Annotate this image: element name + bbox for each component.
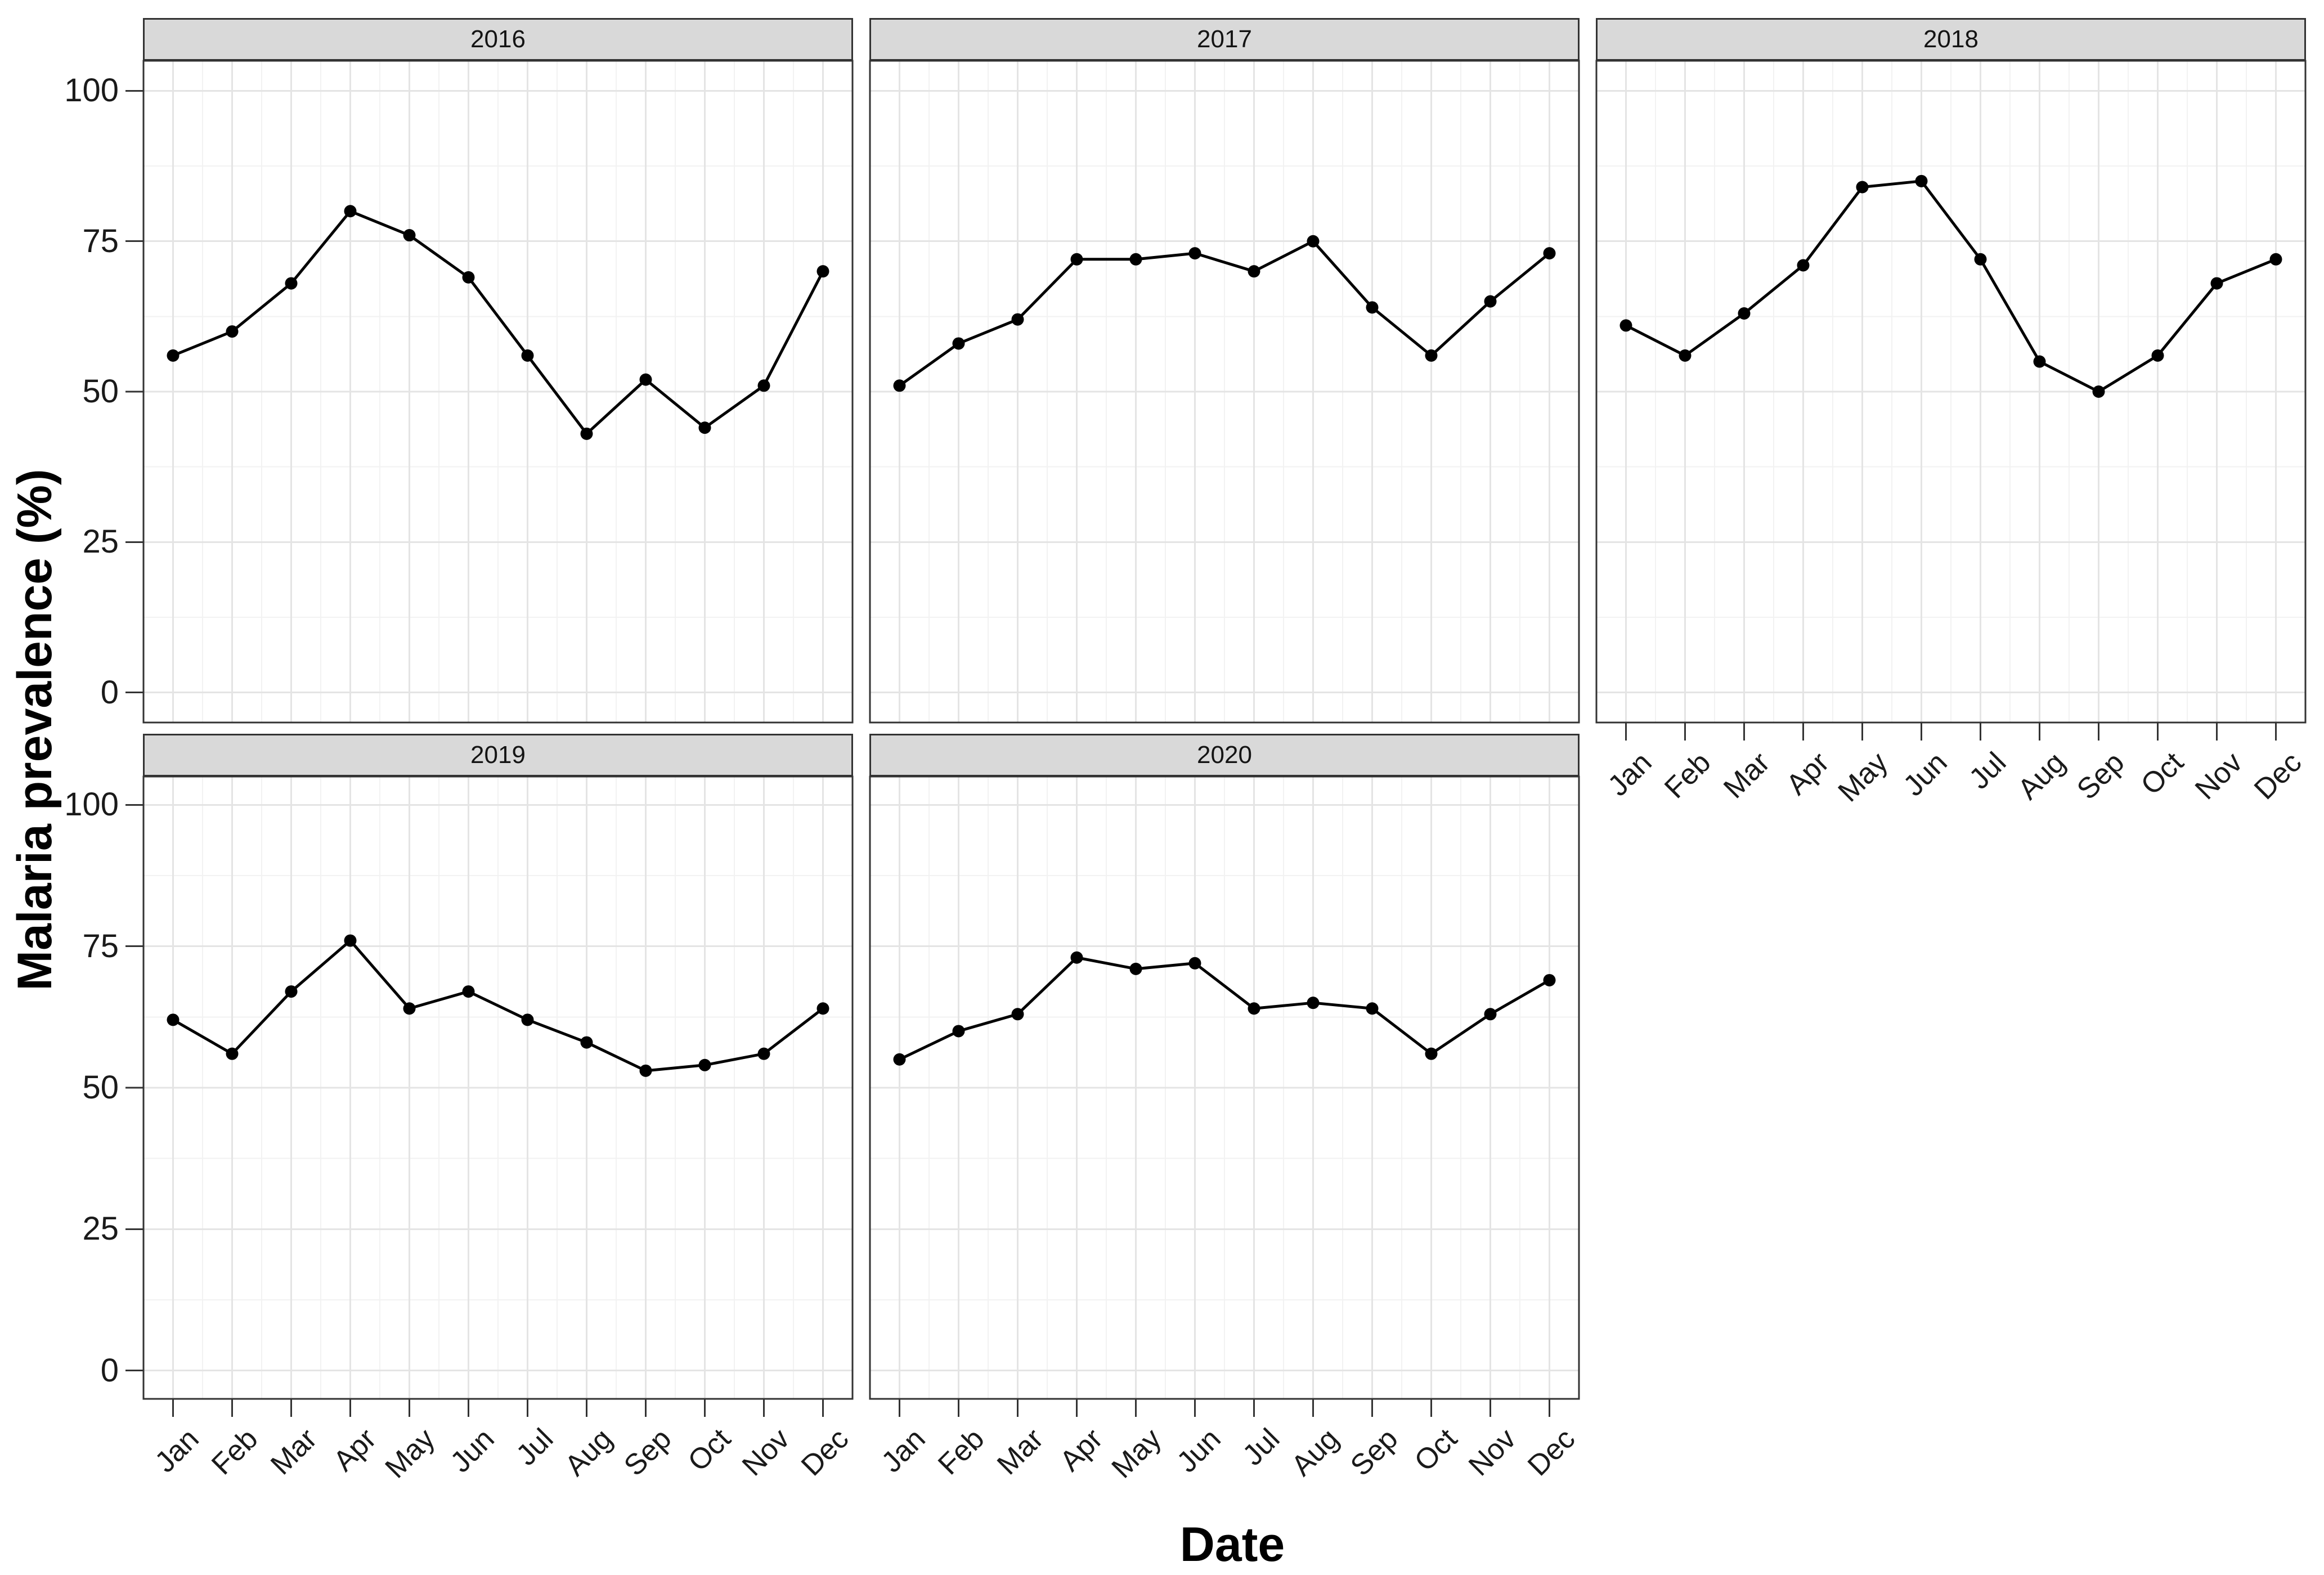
panel-border-2020 xyxy=(869,775,1580,1400)
data-point-2019-May xyxy=(403,1002,416,1015)
data-point-2016-Jul xyxy=(521,349,534,362)
facet-strip-label: 2019 xyxy=(470,741,526,769)
data-point-2020-Sep xyxy=(1366,1002,1379,1015)
y-tick-label: 0 xyxy=(100,1352,119,1389)
data-point-2019-Jan xyxy=(167,1013,180,1026)
data-point-2018-Sep xyxy=(2092,385,2105,398)
y-tick-label: 0 xyxy=(100,674,119,711)
data-point-2016-Sep xyxy=(639,373,652,386)
facet-strip-2019: 2019 xyxy=(143,734,853,777)
data-point-2019-Dec xyxy=(816,1002,829,1015)
data-point-2016-Aug xyxy=(580,427,593,440)
data-point-2019-Aug xyxy=(580,1036,593,1049)
data-point-2020-Aug xyxy=(1307,997,1320,1009)
data-point-2017-Feb xyxy=(952,337,965,350)
trend-line-2018 xyxy=(1625,180,2277,393)
data-point-2016-May xyxy=(403,229,416,242)
trend-line-2020 xyxy=(898,956,1551,1061)
y-tick-label: 25 xyxy=(82,1210,119,1248)
data-point-2018-May xyxy=(1856,181,1869,194)
data-point-2020-Feb xyxy=(952,1025,965,1038)
facet-strip-label: 2018 xyxy=(1923,25,1978,53)
trend-line-2019 xyxy=(172,939,824,1073)
data-point-2017-Dec xyxy=(1543,247,1556,260)
panel-border-2018 xyxy=(1595,60,2307,724)
y-tick-label: 75 xyxy=(82,927,119,964)
data-point-2019-Nov xyxy=(757,1047,770,1060)
data-point-2017-Oct xyxy=(1425,349,1438,362)
facet-strip-label: 2020 xyxy=(1197,741,1252,769)
data-point-2018-Nov xyxy=(2210,277,2223,290)
data-point-2019-Mar xyxy=(285,985,298,998)
trend-line-2017 xyxy=(898,240,1551,387)
x-axis-title: Date xyxy=(1179,1518,1285,1572)
panel-border-2017 xyxy=(869,60,1580,724)
data-point-2017-Mar xyxy=(1011,313,1024,326)
facet-strip-2016: 2016 xyxy=(143,18,853,61)
data-point-2017-Aug xyxy=(1307,235,1320,248)
data-point-2018-Oct xyxy=(2151,349,2164,362)
data-point-2017-Jun xyxy=(1188,247,1201,260)
y-tick-label: 25 xyxy=(82,523,119,560)
facet-strip-2017: 2017 xyxy=(869,18,1580,61)
data-point-2018-Jun xyxy=(1915,174,1928,187)
data-point-2017-Apr xyxy=(1070,253,1083,266)
data-point-2016-Nov xyxy=(757,379,770,392)
data-point-2017-May xyxy=(1129,253,1142,266)
data-point-2020-Oct xyxy=(1425,1047,1438,1060)
data-point-2016-Mar xyxy=(285,277,298,290)
y-tick-label: 50 xyxy=(82,1069,119,1106)
data-point-2020-Nov xyxy=(1484,1008,1497,1021)
data-point-2019-Jul xyxy=(521,1013,534,1026)
data-point-2020-Jun xyxy=(1188,957,1201,970)
data-point-2020-Apr xyxy=(1070,951,1083,964)
data-point-2017-Nov xyxy=(1484,295,1497,308)
y-tick-label: 50 xyxy=(82,373,119,410)
data-point-2016-Dec xyxy=(816,265,829,278)
data-point-2018-Aug xyxy=(2033,355,2046,368)
y-tick-label: 100 xyxy=(64,72,119,109)
data-point-2016-Oct xyxy=(698,421,711,434)
data-point-2020-Jan xyxy=(893,1053,906,1066)
facet-strip-2020: 2020 xyxy=(869,734,1580,777)
data-point-2020-Dec xyxy=(1543,973,1556,986)
data-point-2018-Feb xyxy=(1679,349,1692,362)
data-point-2019-Sep xyxy=(639,1064,652,1077)
data-point-2019-Oct xyxy=(698,1058,711,1071)
data-point-2019-Apr xyxy=(344,934,357,947)
y-axis-title: Malaria prevalence (%) xyxy=(8,469,62,991)
data-point-2018-Mar xyxy=(1738,307,1751,320)
data-point-2018-Apr xyxy=(1797,259,1810,272)
data-point-2016-Feb xyxy=(226,325,239,338)
y-tick-label: 100 xyxy=(64,786,119,823)
facet-strip-2018: 2018 xyxy=(1596,18,2306,61)
y-tick-label: 75 xyxy=(82,222,119,259)
data-point-2017-Sep xyxy=(1366,301,1379,314)
data-point-2020-Mar xyxy=(1011,1008,1024,1021)
data-point-2018-Jul xyxy=(1974,253,1987,266)
data-point-2017-Jul xyxy=(1248,265,1260,278)
data-point-2018-Jan xyxy=(1619,319,1632,332)
data-point-2019-Jun xyxy=(462,985,475,998)
data-point-2019-Feb xyxy=(226,1047,239,1060)
facet-strip-label: 2017 xyxy=(1197,25,1252,53)
trend-line-2016 xyxy=(172,209,824,436)
facet-strip-label: 2016 xyxy=(470,25,526,53)
data-point-2016-Jun xyxy=(462,271,475,284)
data-point-2018-Dec xyxy=(2269,253,2282,266)
data-point-2020-Jul xyxy=(1248,1002,1260,1015)
data-point-2017-Jan xyxy=(893,379,906,392)
data-point-2016-Jan xyxy=(167,349,180,362)
data-point-2020-May xyxy=(1129,962,1142,975)
data-point-2016-Apr xyxy=(344,205,357,218)
